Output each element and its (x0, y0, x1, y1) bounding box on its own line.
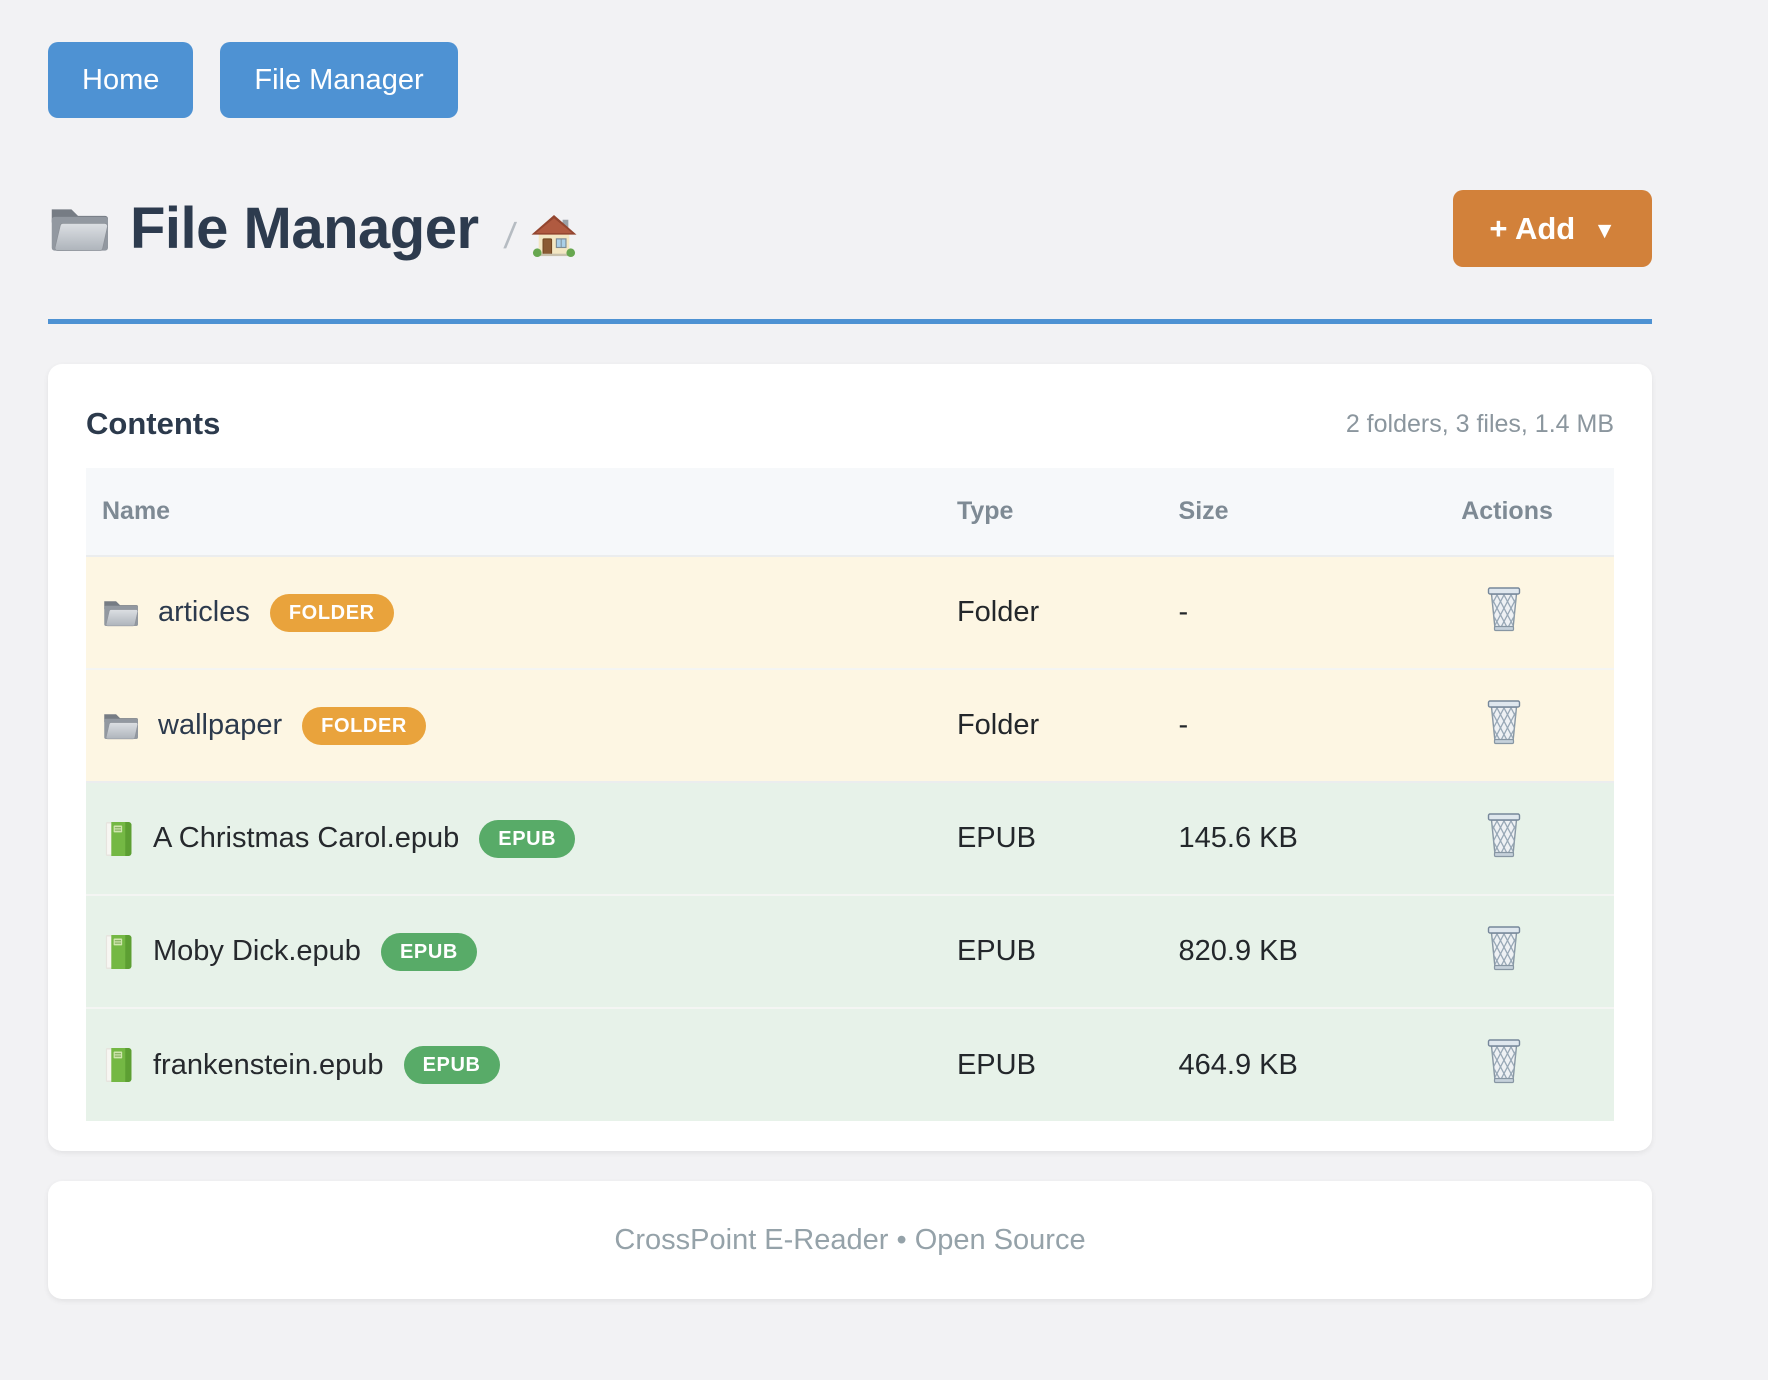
trash-icon (1483, 811, 1525, 859)
delete-button[interactable] (1483, 698, 1525, 746)
table-row: articles FOLDER Folder - (86, 556, 1614, 669)
item-type: EPUB (956, 822, 1036, 854)
item-name: A Christmas Carol.epub (153, 822, 460, 854)
column-header-size: Size (1178, 497, 1229, 525)
item-size: 820.9 KB (1178, 935, 1298, 967)
top-nav: Home File Manager (48, 0, 1652, 118)
breadcrumb-separator: / (501, 214, 518, 256)
page-header: File Manager / + Add ▼ (48, 190, 1652, 267)
item-name: frankenstein.epub (153, 1048, 384, 1081)
table-row: frankenstein.epub EPUB EPUB 464.9 KB (86, 1008, 1614, 1121)
contents-card-header: Contents 2 folders, 3 files, 1.4 MB (86, 406, 1614, 442)
footer-card: CrossPoint E-Reader • Open Source (48, 1181, 1652, 1299)
contents-card: Contents 2 folders, 3 files, 1.4 MB Name… (48, 364, 1652, 1151)
epub-badge: EPUB (479, 819, 576, 858)
item-size: 464.9 KB (1178, 1048, 1298, 1081)
contents-heading: Contents (86, 406, 221, 441)
delete-button[interactable] (1483, 1037, 1525, 1085)
nav-file-manager-button[interactable]: File Manager (220, 42, 458, 118)
delete-button[interactable] (1483, 585, 1525, 633)
trash-icon (1483, 1037, 1525, 1085)
breadcrumb: / (501, 214, 577, 258)
folder-badge: FOLDER (269, 593, 394, 632)
table-row: A Christmas Carol.epub EPUB EPUB 145.6 K… (86, 782, 1614, 895)
table-row: Moby Dick.epub EPUB EPUB 820.9 KB (86, 895, 1614, 1008)
delete-button[interactable] (1483, 924, 1525, 972)
home-icon[interactable] (531, 214, 577, 258)
add-button-label: + Add (1489, 210, 1576, 246)
page-title-group: File Manager / (48, 195, 577, 262)
page-container: Home File Manager File Manager / + Add ▼… (48, 0, 1652, 1299)
item-name[interactable]: wallpaper (158, 709, 283, 741)
table-header-row: Name Type Size Actions (86, 468, 1614, 556)
column-header-type: Type (956, 497, 1014, 525)
green-book-icon (102, 1045, 133, 1085)
delete-button[interactable] (1483, 811, 1525, 859)
trash-icon (1483, 585, 1525, 633)
folder-icon (102, 710, 138, 742)
item-size: - (1178, 709, 1189, 741)
contents-summary: 2 folders, 3 files, 1.4 MB (1345, 409, 1614, 438)
page-title: File Manager (130, 196, 479, 261)
folder-badge: FOLDER (302, 706, 426, 745)
item-name[interactable]: articles (158, 596, 250, 628)
item-type: Folder (956, 596, 1040, 628)
item-type: EPUB (956, 935, 1036, 967)
footer-text: CrossPoint E-Reader • Open Source (614, 1223, 1086, 1256)
item-type: EPUB (956, 1048, 1036, 1081)
green-book-icon (102, 819, 133, 859)
header-divider (48, 319, 1652, 324)
folder-icon (48, 203, 108, 255)
green-book-icon (102, 932, 133, 972)
item-name: Moby Dick.epub (153, 935, 361, 967)
column-header-name: Name (102, 497, 171, 525)
add-button[interactable]: + Add ▼ (1453, 190, 1652, 267)
item-size: 145.6 KB (1178, 822, 1298, 854)
item-type: Folder (956, 709, 1040, 741)
trash-icon (1483, 924, 1525, 972)
epub-badge: EPUB (380, 932, 477, 971)
file-table: Name Type Size Actions articles FOLDER F… (86, 468, 1614, 1121)
trash-icon (1483, 698, 1525, 746)
caret-down-icon: ▼ (1593, 216, 1616, 243)
epub-badge: EPUB (403, 1046, 500, 1084)
folder-icon (102, 597, 138, 629)
nav-home-button[interactable]: Home (48, 42, 194, 118)
column-header-actions: Actions (1461, 497, 1553, 525)
table-row: wallpaper FOLDER Folder - (86, 669, 1614, 782)
item-size: - (1178, 596, 1189, 628)
